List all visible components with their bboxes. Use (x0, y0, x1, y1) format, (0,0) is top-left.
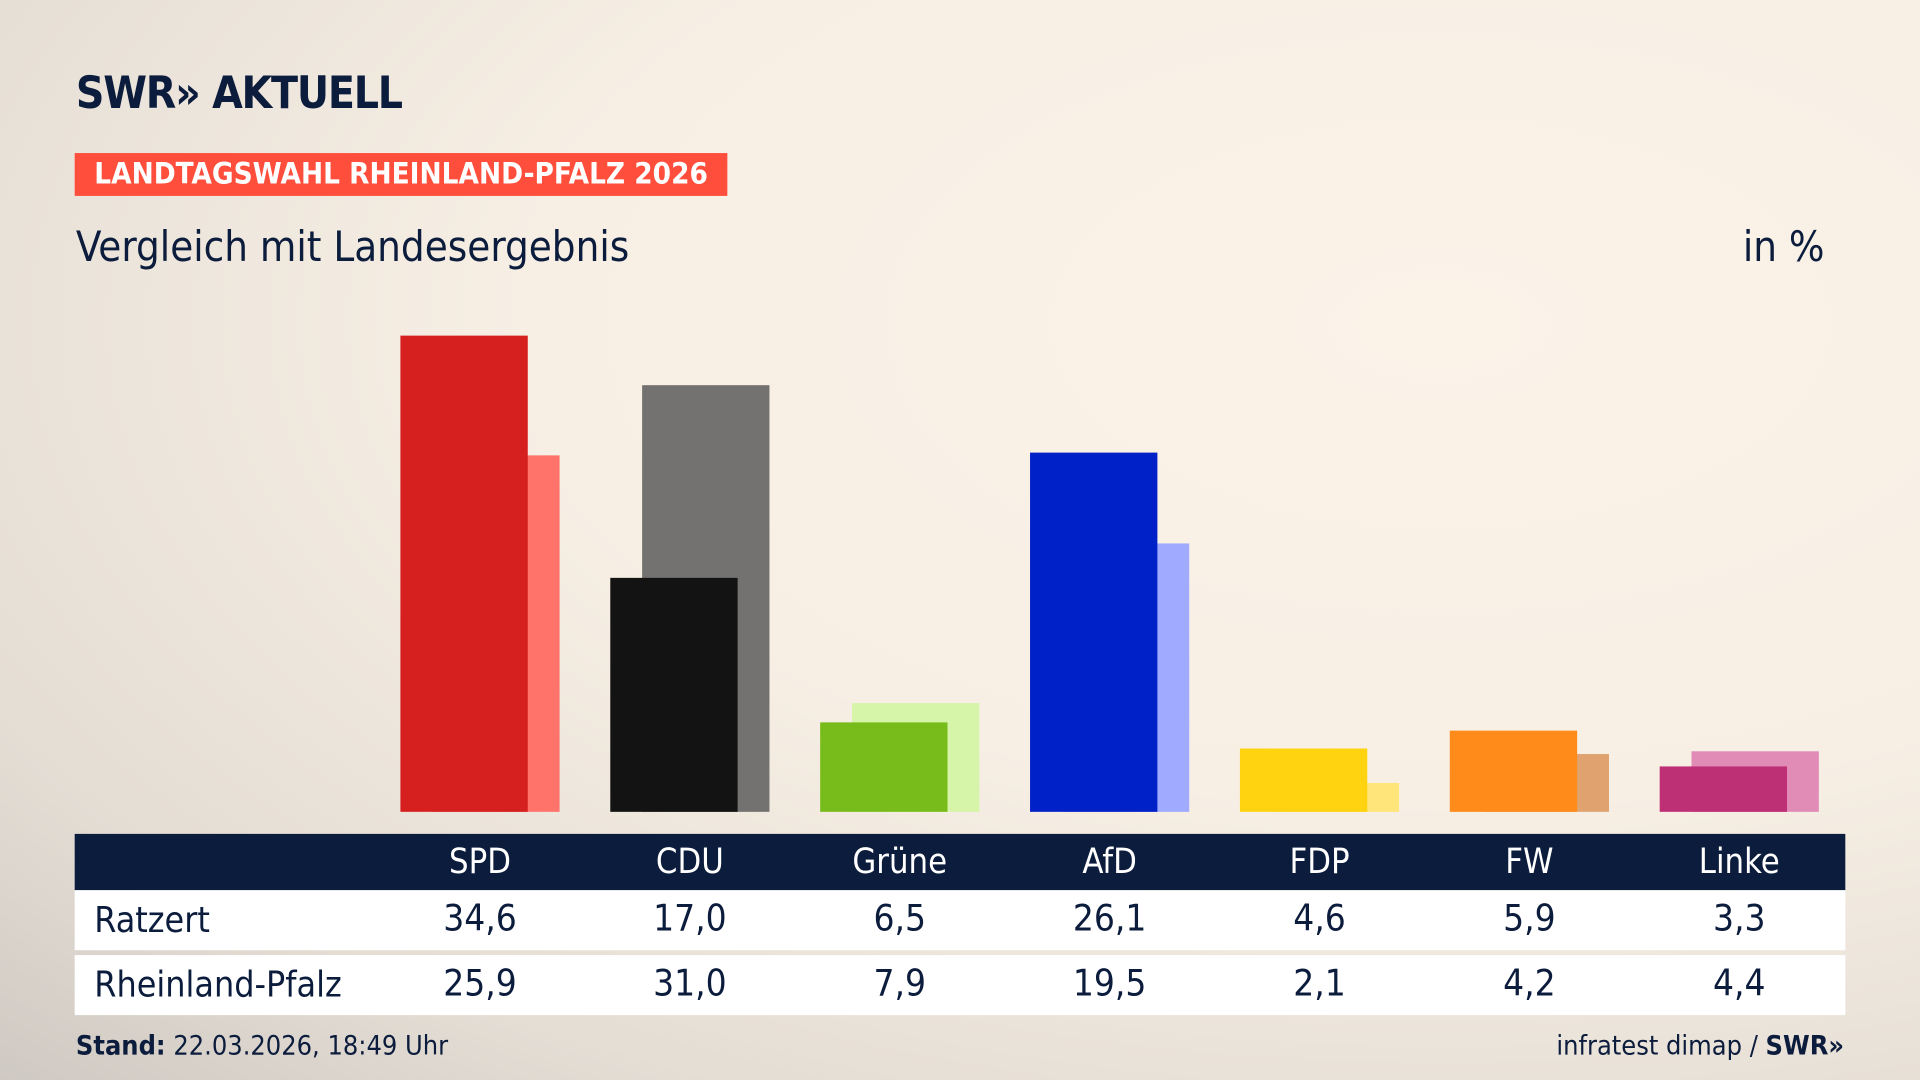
stand-value: 22.03.2026, 18:49 Uhr (173, 1031, 449, 1062)
value-cell: 31,0 (653, 962, 727, 1006)
source: infratest dimap / SWR» (1556, 1031, 1844, 1062)
column-header: Linke (1698, 841, 1780, 882)
swr-logo: SWR» (1765, 1031, 1845, 1062)
kicker-label: LANDTAGSWAHL RHEINLAND-PFALZ 2026 (74, 153, 728, 196)
value-cell: 34,6 (443, 897, 517, 941)
column-header: CDU (655, 841, 724, 882)
bar-fw-ratzert (1449, 730, 1578, 812)
bar-afd-ratzert (1030, 452, 1158, 812)
table-header: SPD CDU Grüne AfD FDP FW Linke (74, 833, 1846, 891)
bar-linke-ratzert (1659, 766, 1788, 812)
table-row: Rheinland-Pfalz 25,9 31,0 7,9 19,5 2,1 4,2 4,4 (74, 955, 1846, 1016)
bar-grüne-ratzert (820, 722, 948, 812)
column-header: SPD (449, 841, 511, 882)
bar-fdp-ratzert (1239, 748, 1368, 812)
source-text: infratest dimap / (1556, 1031, 1766, 1062)
column-header: FDP (1289, 841, 1350, 882)
row-label: Ratzert (94, 898, 210, 941)
value-cell: 6,5 (873, 897, 927, 941)
value-cell: 4,2 (1503, 962, 1556, 1006)
value-cell: 4,6 (1293, 897, 1346, 941)
column-header: Grüne (852, 841, 948, 882)
row-label: Rheinland-Pfalz (94, 963, 342, 1006)
bar-cdu-ratzert (610, 577, 738, 812)
column-header: FW (1505, 841, 1554, 882)
column-header: AfD (1082, 841, 1137, 882)
value-cell: 5,9 (1503, 897, 1556, 941)
swr-aktuell-logo: SWR» AKTUELL (75, 68, 403, 119)
timestamp: Stand: 22.03.2026, 18:49 Uhr (76, 1031, 448, 1062)
value-cell: 3,3 (1712, 897, 1766, 941)
value-cell: 25,9 (443, 962, 517, 1006)
stand-label: Stand: (75, 1031, 166, 1062)
table-row: Ratzert 34,6 17,0 6,5 26,1 4,6 5,9 3,3 (74, 890, 1846, 951)
value-cell: 2,1 (1293, 962, 1346, 1006)
value-cell: 7,9 (873, 962, 927, 1006)
value-cell: 4,4 (1712, 962, 1766, 1006)
bar-spd-ratzert (400, 335, 528, 812)
value-cell: 26,1 (1072, 897, 1147, 941)
unit-label: in % (1742, 222, 1825, 272)
value-cell: 19,5 (1072, 962, 1147, 1006)
chart-subtitle: Vergleich mit Landesergebnis (75, 222, 630, 272)
value-cell: 17,0 (653, 897, 727, 941)
